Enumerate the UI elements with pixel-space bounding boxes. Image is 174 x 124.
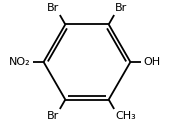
Text: OH: OH xyxy=(143,57,160,67)
Text: NO₂: NO₂ xyxy=(9,57,31,67)
Text: CH₃: CH₃ xyxy=(115,111,136,121)
Text: Br: Br xyxy=(47,3,59,13)
Text: Br: Br xyxy=(115,3,127,13)
Text: Br: Br xyxy=(47,111,59,121)
